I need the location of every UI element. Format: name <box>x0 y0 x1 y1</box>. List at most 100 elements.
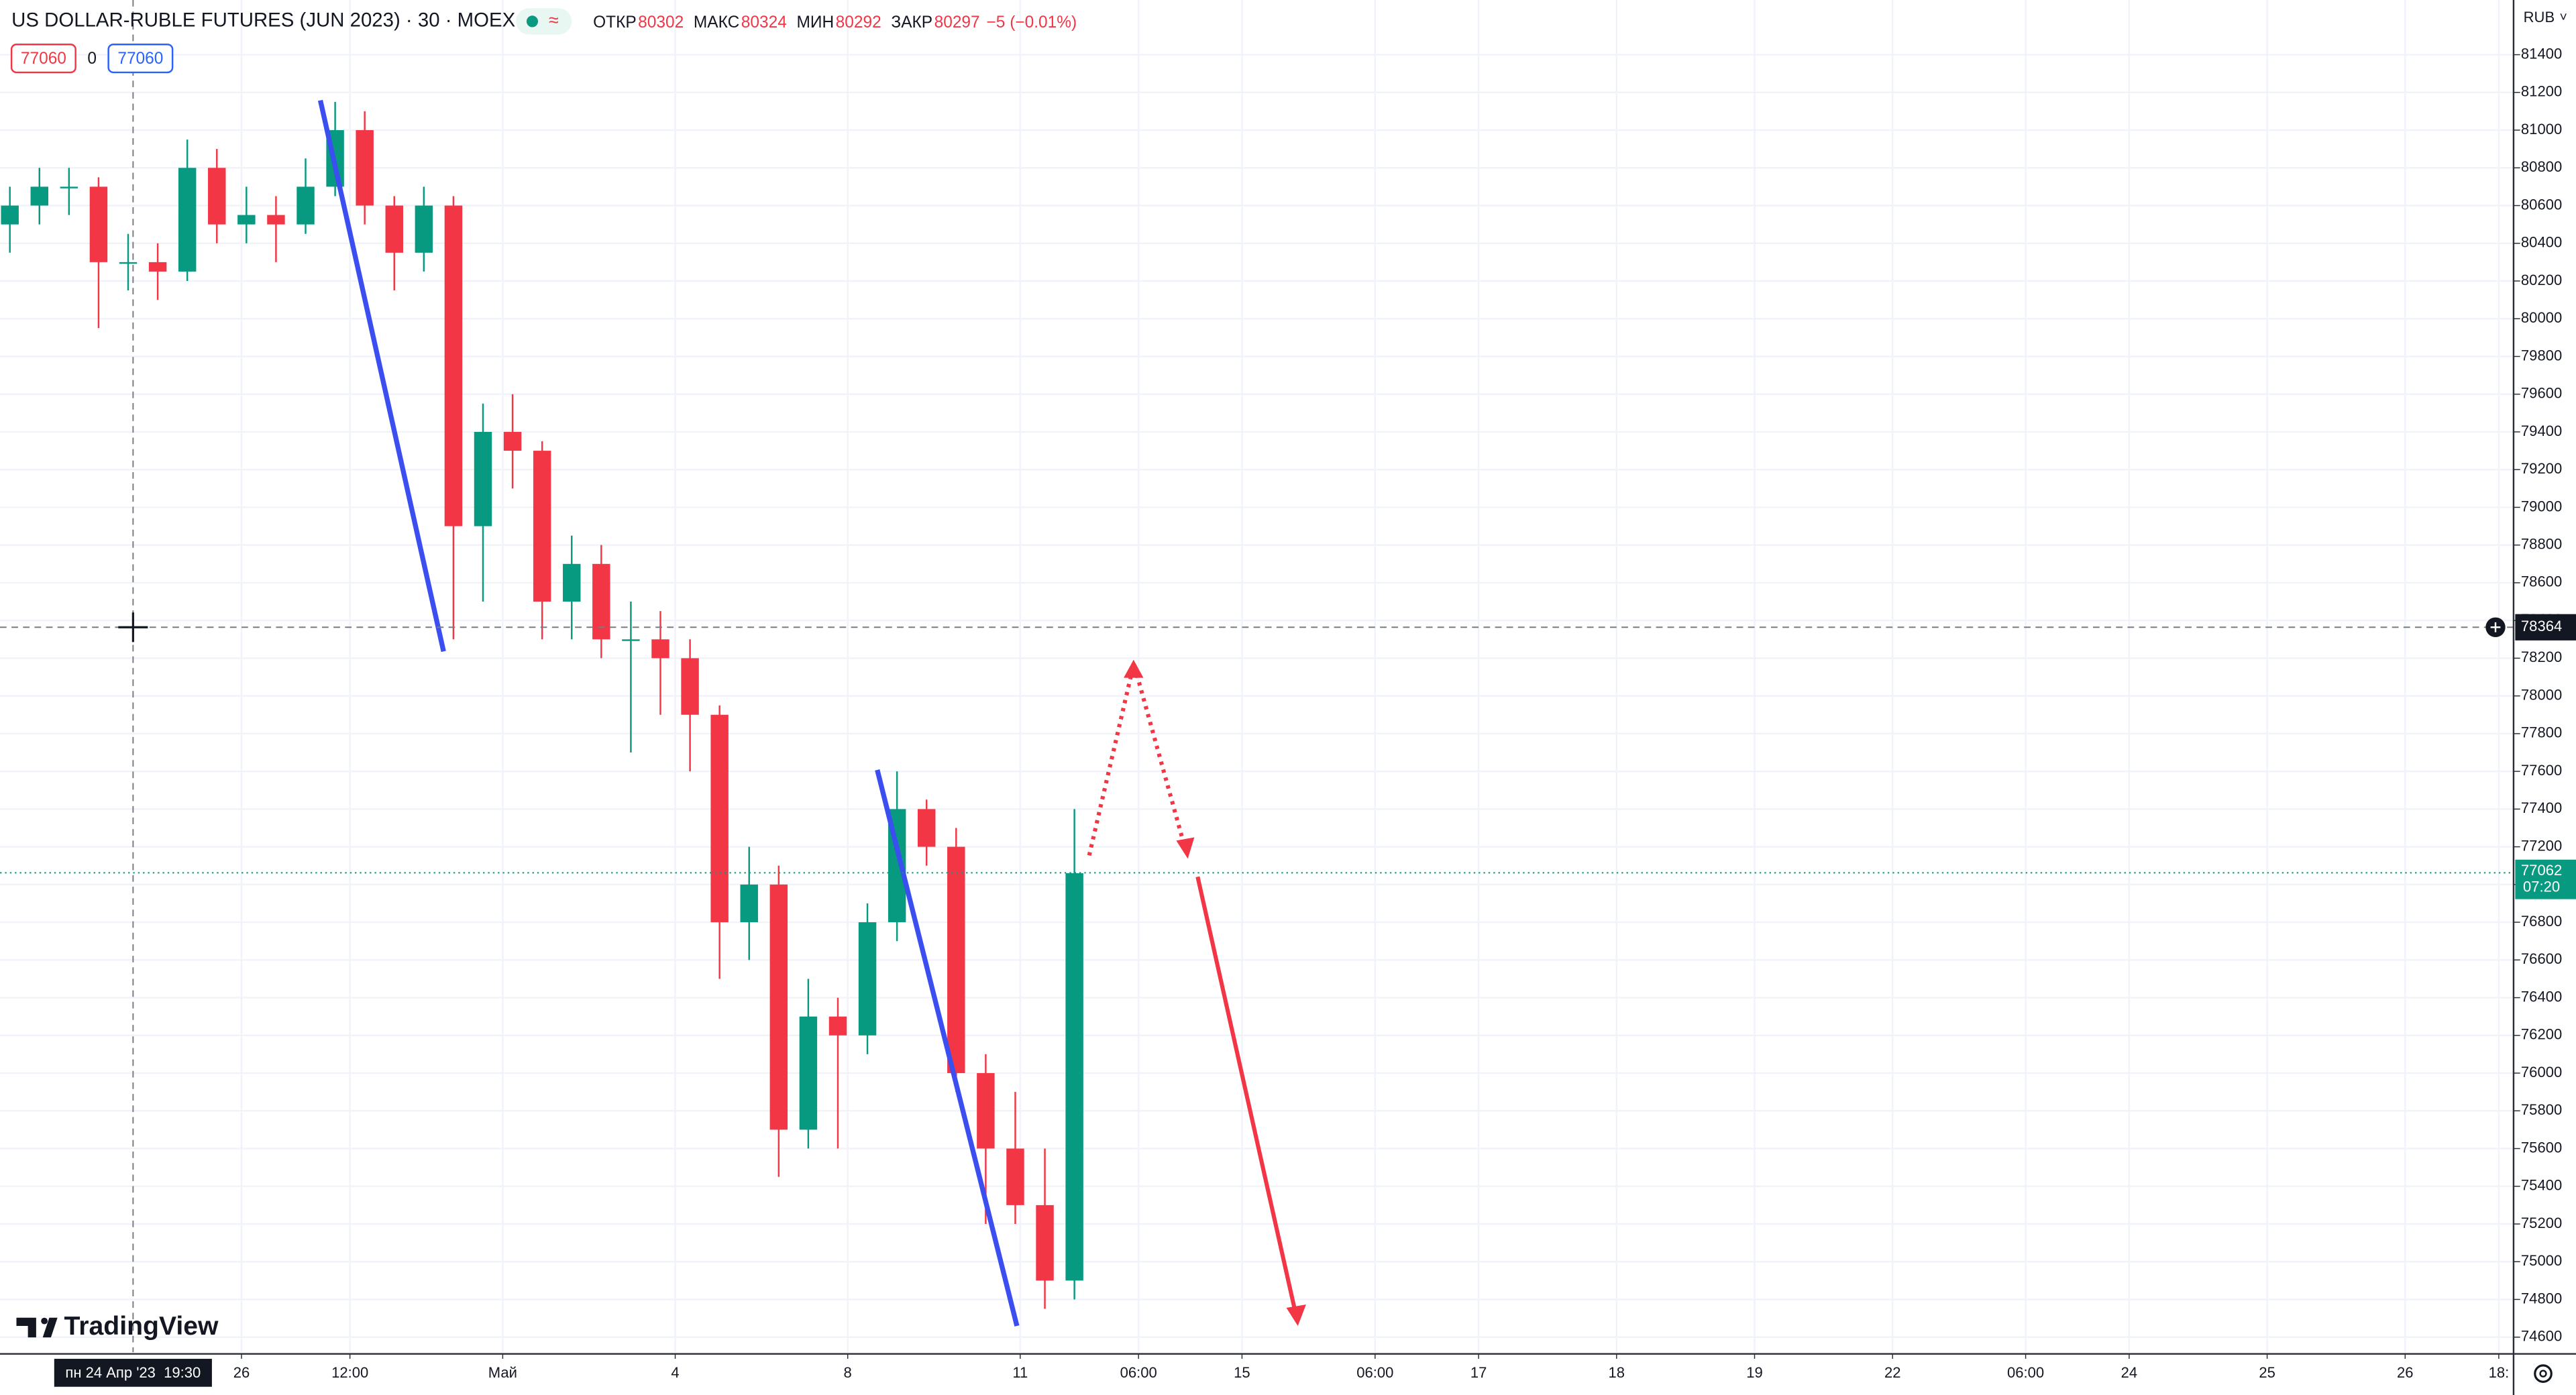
candle-body <box>947 846 965 1074</box>
candle-body <box>622 639 640 641</box>
sell-price: 77060 <box>21 50 66 68</box>
ohlc-legend: ОТКР 80302 МАКС 80324 МИН 80292 ЗАКР 80297 −5 (−… <box>593 13 1077 32</box>
countdown-label: 07:20 <box>2523 878 2560 895</box>
trend-line <box>875 769 1020 1327</box>
y-tick-label: 79000 <box>2521 498 2562 514</box>
candle-body <box>651 639 669 659</box>
y-tick-label: 76000 <box>2521 1064 2562 1080</box>
y-tick-label: 77400 <box>2521 799 2562 816</box>
candle-body <box>977 1073 995 1149</box>
candle-body <box>533 451 551 602</box>
y-tick-label: 75600 <box>2521 1139 2562 1156</box>
y-tick-label: 74600 <box>2521 1328 2562 1345</box>
x-tick-label: 17 <box>1470 1364 1487 1381</box>
y-tick-label: 80400 <box>2521 234 2562 251</box>
candle-body <box>1 205 19 225</box>
y-tick-label: 80200 <box>2521 272 2562 288</box>
x-tick-label: 11 <box>1012 1364 1028 1381</box>
candle-body <box>828 1016 847 1036</box>
y-tick-label: 75200 <box>2521 1215 2562 1231</box>
overlay <box>0 0 2514 1353</box>
candle-body <box>1036 1205 1054 1281</box>
y-tick-label: 81000 <box>2521 121 2562 137</box>
buy-badge[interactable] <box>107 44 174 74</box>
arrow-head <box>1124 659 1144 678</box>
x-tick-label: 22 <box>1884 1364 1901 1381</box>
candles <box>1 101 1083 1309</box>
y-tick-label: 77200 <box>2521 837 2562 854</box>
status-pill[interactable] <box>515 8 572 35</box>
x-tick-label: 06:00 <box>1356 1364 1393 1381</box>
y-tick-label: 80800 <box>2521 158 2562 175</box>
ohlc-label: МАКС <box>694 13 739 32</box>
last-price-box <box>2515 859 2576 899</box>
candle-body <box>237 215 256 225</box>
chart-title: US DOLLAR-RUBLE FUTURES (JUN 2023) · 30 … <box>11 9 515 32</box>
x-tick-label: 06:00 <box>2007 1364 2044 1381</box>
candle-body <box>119 262 138 264</box>
x-tick-label: 26 <box>233 1364 250 1381</box>
add-alert-icon <box>2490 622 2501 632</box>
spread: 0 <box>87 50 97 68</box>
gear-icon <box>2534 1364 2553 1383</box>
candle-body <box>1006 1148 1024 1205</box>
y-tick-label: 76600 <box>2521 950 2562 967</box>
candle-body <box>60 186 78 188</box>
ohlc-value: 80324 <box>741 13 787 32</box>
crosshair-price-box <box>2515 614 2576 640</box>
ohlc-change: −5 (−0.01%) <box>986 13 1077 32</box>
logo-mark <box>16 1317 58 1338</box>
candle-body <box>858 922 877 1036</box>
y-tick-label: 80600 <box>2521 196 2562 213</box>
x-tick-label: 18: <box>2489 1364 2510 1381</box>
settings-button[interactable] <box>2534 1364 2553 1383</box>
brand-logo: TradingView <box>16 1312 219 1341</box>
x-tick-label: 8 <box>844 1364 852 1381</box>
ohlc-label: ЗАКР <box>891 13 932 32</box>
candle-body <box>178 168 197 272</box>
ohlc-value: 80292 <box>836 13 881 32</box>
y-tick-label: 76200 <box>2521 1026 2562 1043</box>
candle-body <box>148 262 167 272</box>
sell-badge[interactable] <box>10 44 76 74</box>
candle-body <box>740 884 758 923</box>
gear-center <box>2539 1370 2547 1378</box>
trend-line <box>317 99 446 653</box>
x-tick-label: 19 <box>1746 1364 1763 1381</box>
crosshair-time-box <box>54 1359 212 1387</box>
candle-body <box>1065 873 1083 1281</box>
candle-body <box>415 205 433 253</box>
candle-body <box>30 186 48 206</box>
ohlc-label: МИН <box>797 13 835 32</box>
last-price-label: 77062 <box>2521 862 2562 879</box>
y-tick-label: 81400 <box>2521 45 2562 62</box>
y-tick-label: 78600 <box>2521 573 2562 590</box>
y-tick-label: 74800 <box>2521 1290 2562 1306</box>
x-tick-label: Май <box>488 1364 517 1381</box>
brand-name: TradingView <box>64 1312 219 1341</box>
market-status-dot <box>526 15 539 27</box>
y-tick-label: 75800 <box>2521 1101 2562 1118</box>
candle-body <box>710 714 729 923</box>
crosshair-time-label: пн 24 Апр '23 19:30 <box>65 1364 201 1381</box>
candle-body <box>444 205 463 526</box>
y-tick-label: 77600 <box>2521 762 2562 779</box>
y-tick-label: 79400 <box>2521 423 2562 439</box>
y-tick-label: 79200 <box>2521 460 2562 477</box>
x-tick-label: 24 <box>2121 1364 2138 1381</box>
candle-body <box>592 563 610 640</box>
ohlc-value: 80302 <box>638 13 684 32</box>
candle-body <box>89 186 108 262</box>
currency-selector[interactable]: RUB <box>2524 9 2555 25</box>
candle-body <box>799 1016 818 1130</box>
candle-body <box>681 658 699 715</box>
ohlc-label: ОТКР <box>593 13 637 32</box>
market-status-icon: ≈ <box>549 10 559 30</box>
y-tick-label: 79600 <box>2521 385 2562 402</box>
arrow-head <box>1176 837 1195 859</box>
buy-price: 77060 <box>117 50 163 68</box>
y-tick-label: 78000 <box>2521 686 2562 703</box>
y-tick-label: 77800 <box>2521 724 2562 741</box>
y-tick-label: 76800 <box>2521 913 2562 930</box>
